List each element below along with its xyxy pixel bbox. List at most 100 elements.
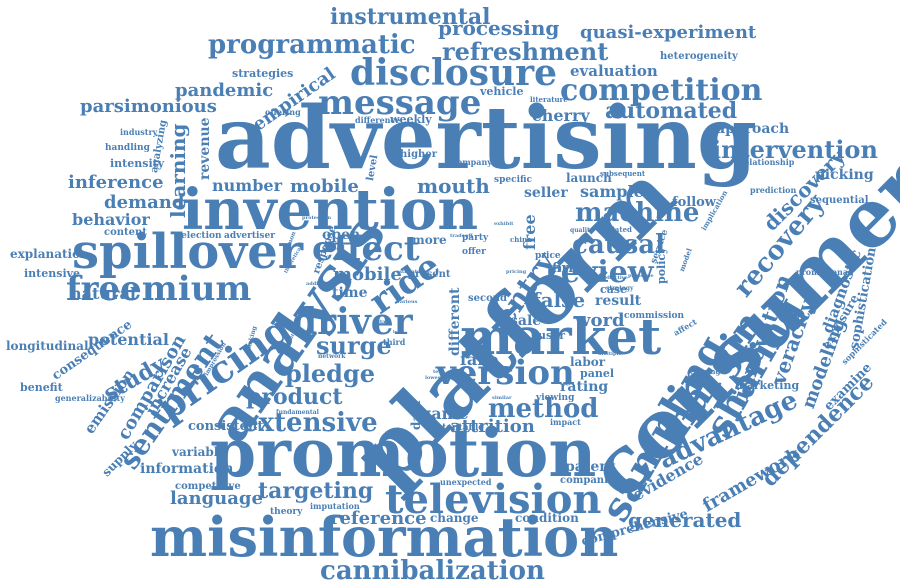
word-generated: generated [628, 508, 742, 532]
word-advertiser: selection [176, 231, 222, 241]
word-longitudinal: explanation [10, 247, 89, 261]
word-message: message [318, 83, 482, 123]
word-specific: company [452, 157, 492, 167]
word-mouth: mouth [417, 174, 490, 198]
word-common: spread [322, 245, 345, 252]
word-version: version [436, 353, 575, 393]
word-evaluation: evaluation [570, 62, 658, 80]
word-exhibit: retail [374, 319, 390, 325]
word-picking: picking [815, 167, 874, 183]
word-data: labor [570, 355, 606, 369]
word-labor: case [600, 283, 628, 296]
word-theoretical: fundamental [276, 409, 319, 416]
word-lead: third [383, 337, 406, 347]
word-various: tradeoff [450, 233, 473, 239]
word-patent: patent [565, 459, 616, 475]
word-fake: fake [460, 350, 499, 369]
word-prediction: sequential [810, 195, 869, 206]
word-heterogeneity: heterogeneity [660, 51, 738, 62]
word-behavior: behavior [72, 210, 150, 229]
word-pandemic: pandemic [175, 80, 274, 101]
word-text: different [447, 287, 463, 356]
word-examine: marketing [735, 379, 800, 392]
word-processing: processing [438, 16, 560, 40]
word-selection: content [104, 227, 147, 238]
word-plausible: strategy [606, 285, 634, 292]
word-company: relationship [740, 157, 795, 167]
word-revenue: revenue [197, 117, 213, 180]
word-effective: plausible [628, 273, 654, 279]
word-intensive: natural [70, 284, 136, 303]
word-quasi-experiment: quasi-experiment [580, 22, 757, 43]
word-patentable: imputation [310, 501, 360, 511]
word-sequential: promotional [796, 267, 852, 277]
word-handling: industry [120, 127, 158, 137]
word-review: review [545, 255, 654, 290]
word-based: exhibit [494, 221, 514, 227]
word-strategies: strategies [232, 67, 294, 80]
word-machine: machine [575, 198, 700, 228]
word-firm: free [520, 214, 539, 250]
word-present: estimate [396, 269, 421, 275]
word-seller: seller [524, 185, 568, 201]
word-mobile: mobile [290, 176, 359, 197]
word-industry: intensity [110, 157, 165, 170]
word-unexpected: competitive [175, 481, 241, 492]
word-viewing: patentable [430, 423, 484, 433]
word-making: effective [604, 275, 628, 281]
word-targeting: targeting [258, 478, 374, 504]
word-earning: multiple [598, 351, 622, 357]
word-demand: demand [104, 192, 185, 213]
word-retail: various [397, 299, 418, 305]
word-causal: causal [572, 230, 665, 260]
word-launch: launch [566, 171, 612, 185]
word-offering: difference [355, 115, 401, 125]
word-impact: viewing [536, 393, 575, 403]
word-inference: inference [68, 172, 164, 193]
word-difference: weekly [390, 113, 432, 126]
word-learning: learning [166, 123, 190, 218]
word-condition: companies [560, 475, 620, 486]
word-effect: effect [312, 229, 420, 269]
word-more: open [322, 227, 361, 243]
word-panel: panel [580, 367, 614, 380]
word-product: product [246, 384, 343, 410]
word-freemium: freemium [66, 269, 252, 309]
word-generalizability: benefit [20, 381, 63, 394]
word-surge: surge [316, 331, 392, 360]
word-impression: earning [690, 367, 721, 376]
word-false: false [532, 288, 586, 312]
word-commission: model [677, 247, 694, 273]
word-estimate: addition [306, 281, 330, 287]
word-refreshment: refreshment [442, 37, 609, 66]
word-affect: commission [624, 311, 685, 321]
word-third: present [408, 269, 451, 280]
word-driver: driver [292, 301, 413, 343]
word-intervention: intervention [712, 135, 878, 164]
word-consequence: longitudinal [6, 339, 89, 353]
word-open: time [332, 285, 368, 301]
word-cannibalization: cannibalization [320, 556, 545, 585]
word-language: language [170, 488, 263, 509]
word-lowest: text [433, 369, 444, 375]
word-extensive: extensive [242, 408, 378, 438]
word-word: word [575, 310, 625, 331]
word-response: advertiser [224, 231, 275, 241]
word-variable: information [140, 461, 234, 477]
word-follow: follow [672, 195, 717, 210]
word-market: market [460, 307, 662, 366]
word-future: pricing [506, 269, 527, 275]
word-exposure: impact [550, 417, 581, 427]
word-pledge: pledge [285, 359, 375, 388]
word-competition: competition [560, 73, 763, 108]
word-competitive: generalizability [55, 393, 125, 403]
word-analyzing: handling [105, 143, 150, 153]
word-party: user [538, 329, 565, 342]
word-multiple: subsequent [600, 169, 646, 178]
word-quality: china [510, 235, 532, 244]
word-television: television [385, 476, 602, 523]
word-addition: protection [302, 215, 332, 221]
word-benefit: consistent [188, 419, 264, 434]
word-result: result [595, 293, 642, 309]
